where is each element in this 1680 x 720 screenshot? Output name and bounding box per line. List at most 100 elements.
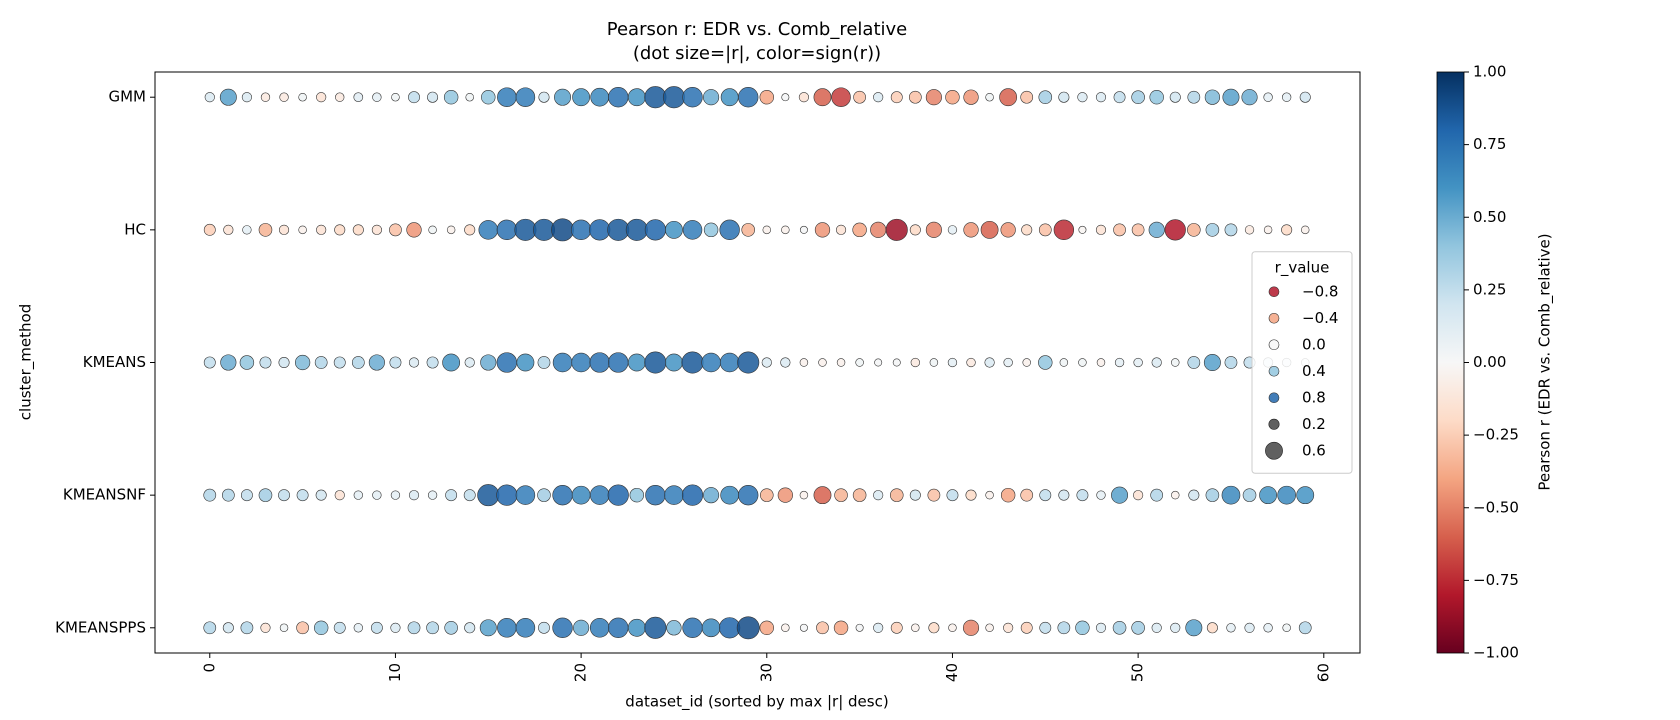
data-dot (203, 621, 217, 635)
data-dot (1263, 225, 1273, 235)
data-dot (313, 620, 329, 635)
y-tick-label: KMEANS (83, 353, 146, 371)
data-dot (834, 488, 848, 502)
data-dot (1169, 91, 1181, 103)
data-dot (1058, 91, 1070, 103)
data-dot (551, 218, 574, 242)
data-dot (1133, 357, 1143, 368)
data-dot (372, 490, 382, 500)
data-dot (1244, 622, 1255, 633)
legend-label: 0.2 (1302, 415, 1326, 433)
data-dot (258, 488, 273, 502)
data-dot (1020, 488, 1034, 502)
data-dot (294, 354, 311, 371)
data-dot (552, 352, 573, 373)
data-dot (873, 92, 884, 103)
data-dot (219, 88, 237, 106)
data-dot (1226, 623, 1236, 633)
data-dot (298, 92, 307, 102)
data-dot (1131, 621, 1145, 635)
x-tick-label: 40 (943, 663, 961, 682)
data-dot (1171, 358, 1180, 367)
data-dot (925, 221, 942, 238)
data-dot (1113, 223, 1126, 237)
data-dot (351, 356, 365, 369)
data-dot (963, 89, 979, 105)
data-dot (1263, 92, 1273, 102)
data-dot (260, 92, 271, 102)
data-dot (496, 219, 518, 241)
data-dot (589, 485, 610, 505)
data-dot (1131, 90, 1145, 104)
data-dot (644, 616, 667, 639)
data-dot (980, 220, 999, 239)
data-dot (477, 484, 500, 507)
data-dot (719, 219, 740, 241)
data-dot (737, 351, 760, 374)
x-tick-label: 60 (1314, 663, 1332, 682)
data-dot (1000, 222, 1016, 238)
data-dot (701, 352, 721, 373)
data-dot (1038, 223, 1052, 237)
data-dot (570, 219, 592, 241)
data-dot (278, 356, 290, 368)
data-dot (1095, 224, 1107, 235)
colorbar-tick-label: −0.50 (1473, 498, 1519, 516)
legend-marker (1268, 392, 1280, 404)
data-dot (813, 88, 832, 107)
data-dot (1185, 619, 1203, 637)
data-dot (760, 488, 774, 502)
data-dot (1078, 358, 1087, 367)
data-dot (571, 485, 591, 505)
data-dot (703, 222, 719, 238)
data-dot (892, 358, 901, 367)
data-dot (738, 87, 759, 108)
data-dot (589, 618, 610, 638)
data-dot (573, 619, 590, 636)
data-dot (316, 224, 327, 235)
legend-marker (1268, 312, 1280, 324)
legend-marker (1268, 339, 1280, 351)
data-dot (925, 89, 942, 106)
data-dot (738, 484, 759, 506)
data-dot (463, 489, 476, 502)
data-dot (874, 358, 883, 367)
data-dot (1282, 92, 1292, 102)
data-dot (1221, 485, 1241, 505)
data-dot (1241, 89, 1258, 106)
data-dot (719, 352, 740, 373)
data-dot (666, 620, 682, 636)
data-dot (1281, 224, 1293, 236)
data-dot (1095, 622, 1107, 633)
data-dot (1263, 623, 1273, 633)
data-dot (1224, 223, 1238, 237)
data-dot (552, 484, 573, 506)
data-dot (590, 87, 610, 107)
data-dot (481, 90, 496, 105)
data-dot (333, 621, 346, 634)
legend-label: 0.8 (1302, 388, 1326, 406)
data-dot (240, 489, 253, 502)
data-dot (627, 618, 646, 637)
data-dot (1059, 358, 1069, 367)
data-dot (799, 225, 808, 234)
data-dot (1038, 355, 1053, 370)
data-dot (644, 351, 667, 374)
data-dot (929, 358, 939, 367)
data-dot (1133, 490, 1144, 501)
legend-marker (1265, 441, 1283, 460)
data-dot (1053, 219, 1075, 241)
data-dot (479, 619, 497, 637)
data-dot (836, 358, 846, 367)
legend-marker (1268, 418, 1280, 430)
data-dot (220, 354, 237, 371)
data-dot (515, 618, 536, 638)
data-dot (625, 218, 648, 241)
data-dot (741, 223, 755, 237)
data-dot (408, 490, 420, 501)
data-dot (1203, 354, 1221, 371)
data-dot (799, 490, 809, 500)
data-dot (239, 355, 255, 370)
colorbar-tick-label: 0.25 (1473, 280, 1506, 298)
data-dot (1277, 485, 1296, 505)
